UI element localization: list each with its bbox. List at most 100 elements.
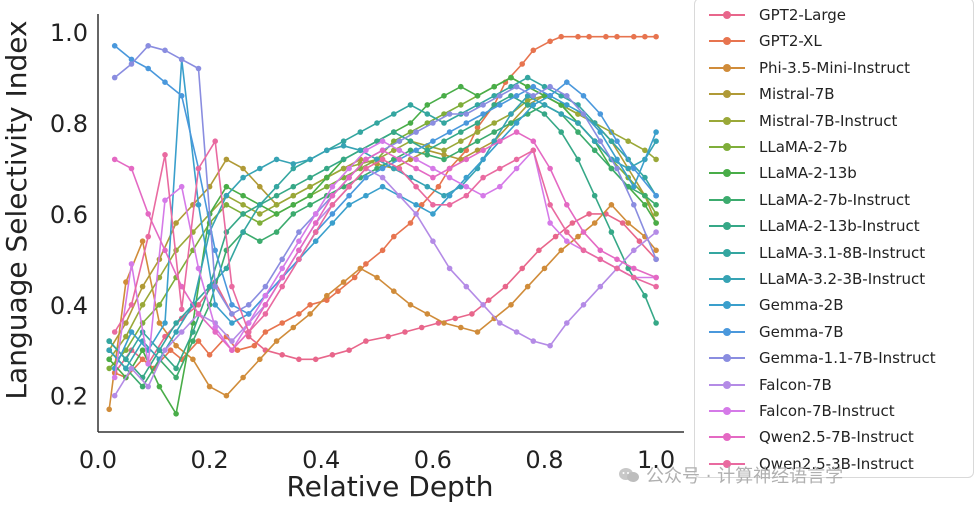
data-point — [346, 165, 352, 172]
data-point — [212, 324, 218, 331]
legend-label: Qwen2.5-7B-Instruct — [759, 428, 914, 447]
data-point — [391, 288, 397, 295]
data-point — [346, 183, 352, 190]
legend-label: Falcon-7B-Instruct — [759, 402, 895, 420]
data-point — [363, 261, 369, 267]
data-point — [524, 283, 531, 290]
data-point — [173, 342, 179, 349]
data-point — [374, 274, 380, 281]
data-point — [530, 83, 537, 90]
data-point — [530, 138, 537, 144]
data-point — [240, 174, 246, 181]
data-point — [491, 315, 498, 322]
legend-swatch — [705, 166, 749, 180]
data-point — [329, 211, 336, 217]
legend-item: LLaMA-3.1-8B-Instruct — [705, 240, 925, 266]
data-point — [245, 333, 252, 340]
data-point — [513, 120, 520, 126]
legend-label: Gemma-2B — [759, 296, 844, 315]
data-point — [575, 120, 581, 126]
data-point — [474, 120, 481, 126]
legend-swatch — [705, 298, 749, 312]
data-point — [156, 302, 163, 308]
data-point — [564, 202, 570, 208]
data-point — [340, 165, 347, 172]
data-point — [642, 147, 648, 154]
data-point — [541, 265, 548, 272]
data-point — [324, 292, 330, 299]
data-point — [111, 329, 118, 335]
data-point — [162, 47, 168, 54]
data-point — [296, 238, 302, 244]
data-point — [128, 165, 135, 172]
data-point — [564, 102, 570, 108]
data-point — [391, 129, 397, 135]
data-point — [363, 156, 369, 163]
data-point — [446, 202, 453, 208]
data-point — [530, 93, 537, 99]
data-point — [614, 138, 620, 144]
data-point — [519, 61, 525, 67]
data-point — [580, 229, 587, 235]
data-point — [257, 165, 263, 172]
data-point — [597, 256, 604, 263]
data-point — [580, 247, 587, 254]
data-point — [307, 156, 313, 163]
data-point — [625, 165, 631, 172]
data-point — [123, 365, 129, 372]
data-point — [340, 156, 347, 163]
data-point — [240, 165, 246, 172]
data-point — [240, 192, 246, 199]
data-point — [312, 211, 319, 217]
x-axis-label: Relative Depth — [286, 470, 494, 503]
data-point — [279, 320, 286, 326]
legend-swatch — [705, 87, 749, 101]
data-point — [307, 183, 313, 190]
data-point — [547, 165, 553, 172]
data-point — [128, 56, 135, 63]
data-point — [508, 74, 514, 81]
data-point — [128, 329, 135, 335]
data-point — [631, 247, 637, 254]
data-point — [653, 220, 659, 226]
series-qwen2-5-7b-instruct — [111, 129, 659, 354]
data-point — [195, 165, 202, 172]
data-point — [597, 138, 604, 144]
data-point — [541, 102, 548, 108]
data-point — [195, 265, 202, 272]
data-point — [508, 302, 514, 308]
data-point — [580, 93, 587, 99]
data-point — [413, 147, 419, 154]
data-point — [123, 320, 129, 326]
data-point — [396, 165, 403, 172]
data-point — [128, 261, 135, 267]
data-point — [614, 265, 620, 272]
data-point — [379, 156, 386, 163]
legend-swatch — [705, 351, 749, 365]
data-point — [446, 265, 453, 272]
data-point — [363, 174, 369, 181]
data-point — [173, 320, 179, 326]
data-point — [357, 147, 364, 154]
data-point — [407, 102, 414, 108]
legend-item: Gemma-2B — [705, 292, 844, 318]
data-point — [558, 33, 564, 40]
data-point — [631, 165, 637, 172]
data-point — [195, 302, 202, 308]
legend-swatch — [705, 219, 749, 233]
data-point — [212, 247, 218, 254]
data-point — [273, 211, 280, 217]
data-point — [631, 265, 637, 272]
data-point — [407, 120, 414, 126]
data-point — [474, 329, 481, 335]
data-point — [446, 174, 453, 181]
x-tick-label: 1.0 — [637, 446, 675, 474]
data-point — [257, 183, 263, 190]
data-point — [619, 220, 626, 226]
data-point — [229, 311, 235, 317]
data-point — [458, 129, 464, 135]
legend-label: LLaMA-2-7b-Instruct — [759, 190, 911, 209]
data-point — [145, 233, 151, 240]
series-phi-3-5-mini-instruct — [106, 202, 659, 413]
data-point — [245, 311, 252, 317]
